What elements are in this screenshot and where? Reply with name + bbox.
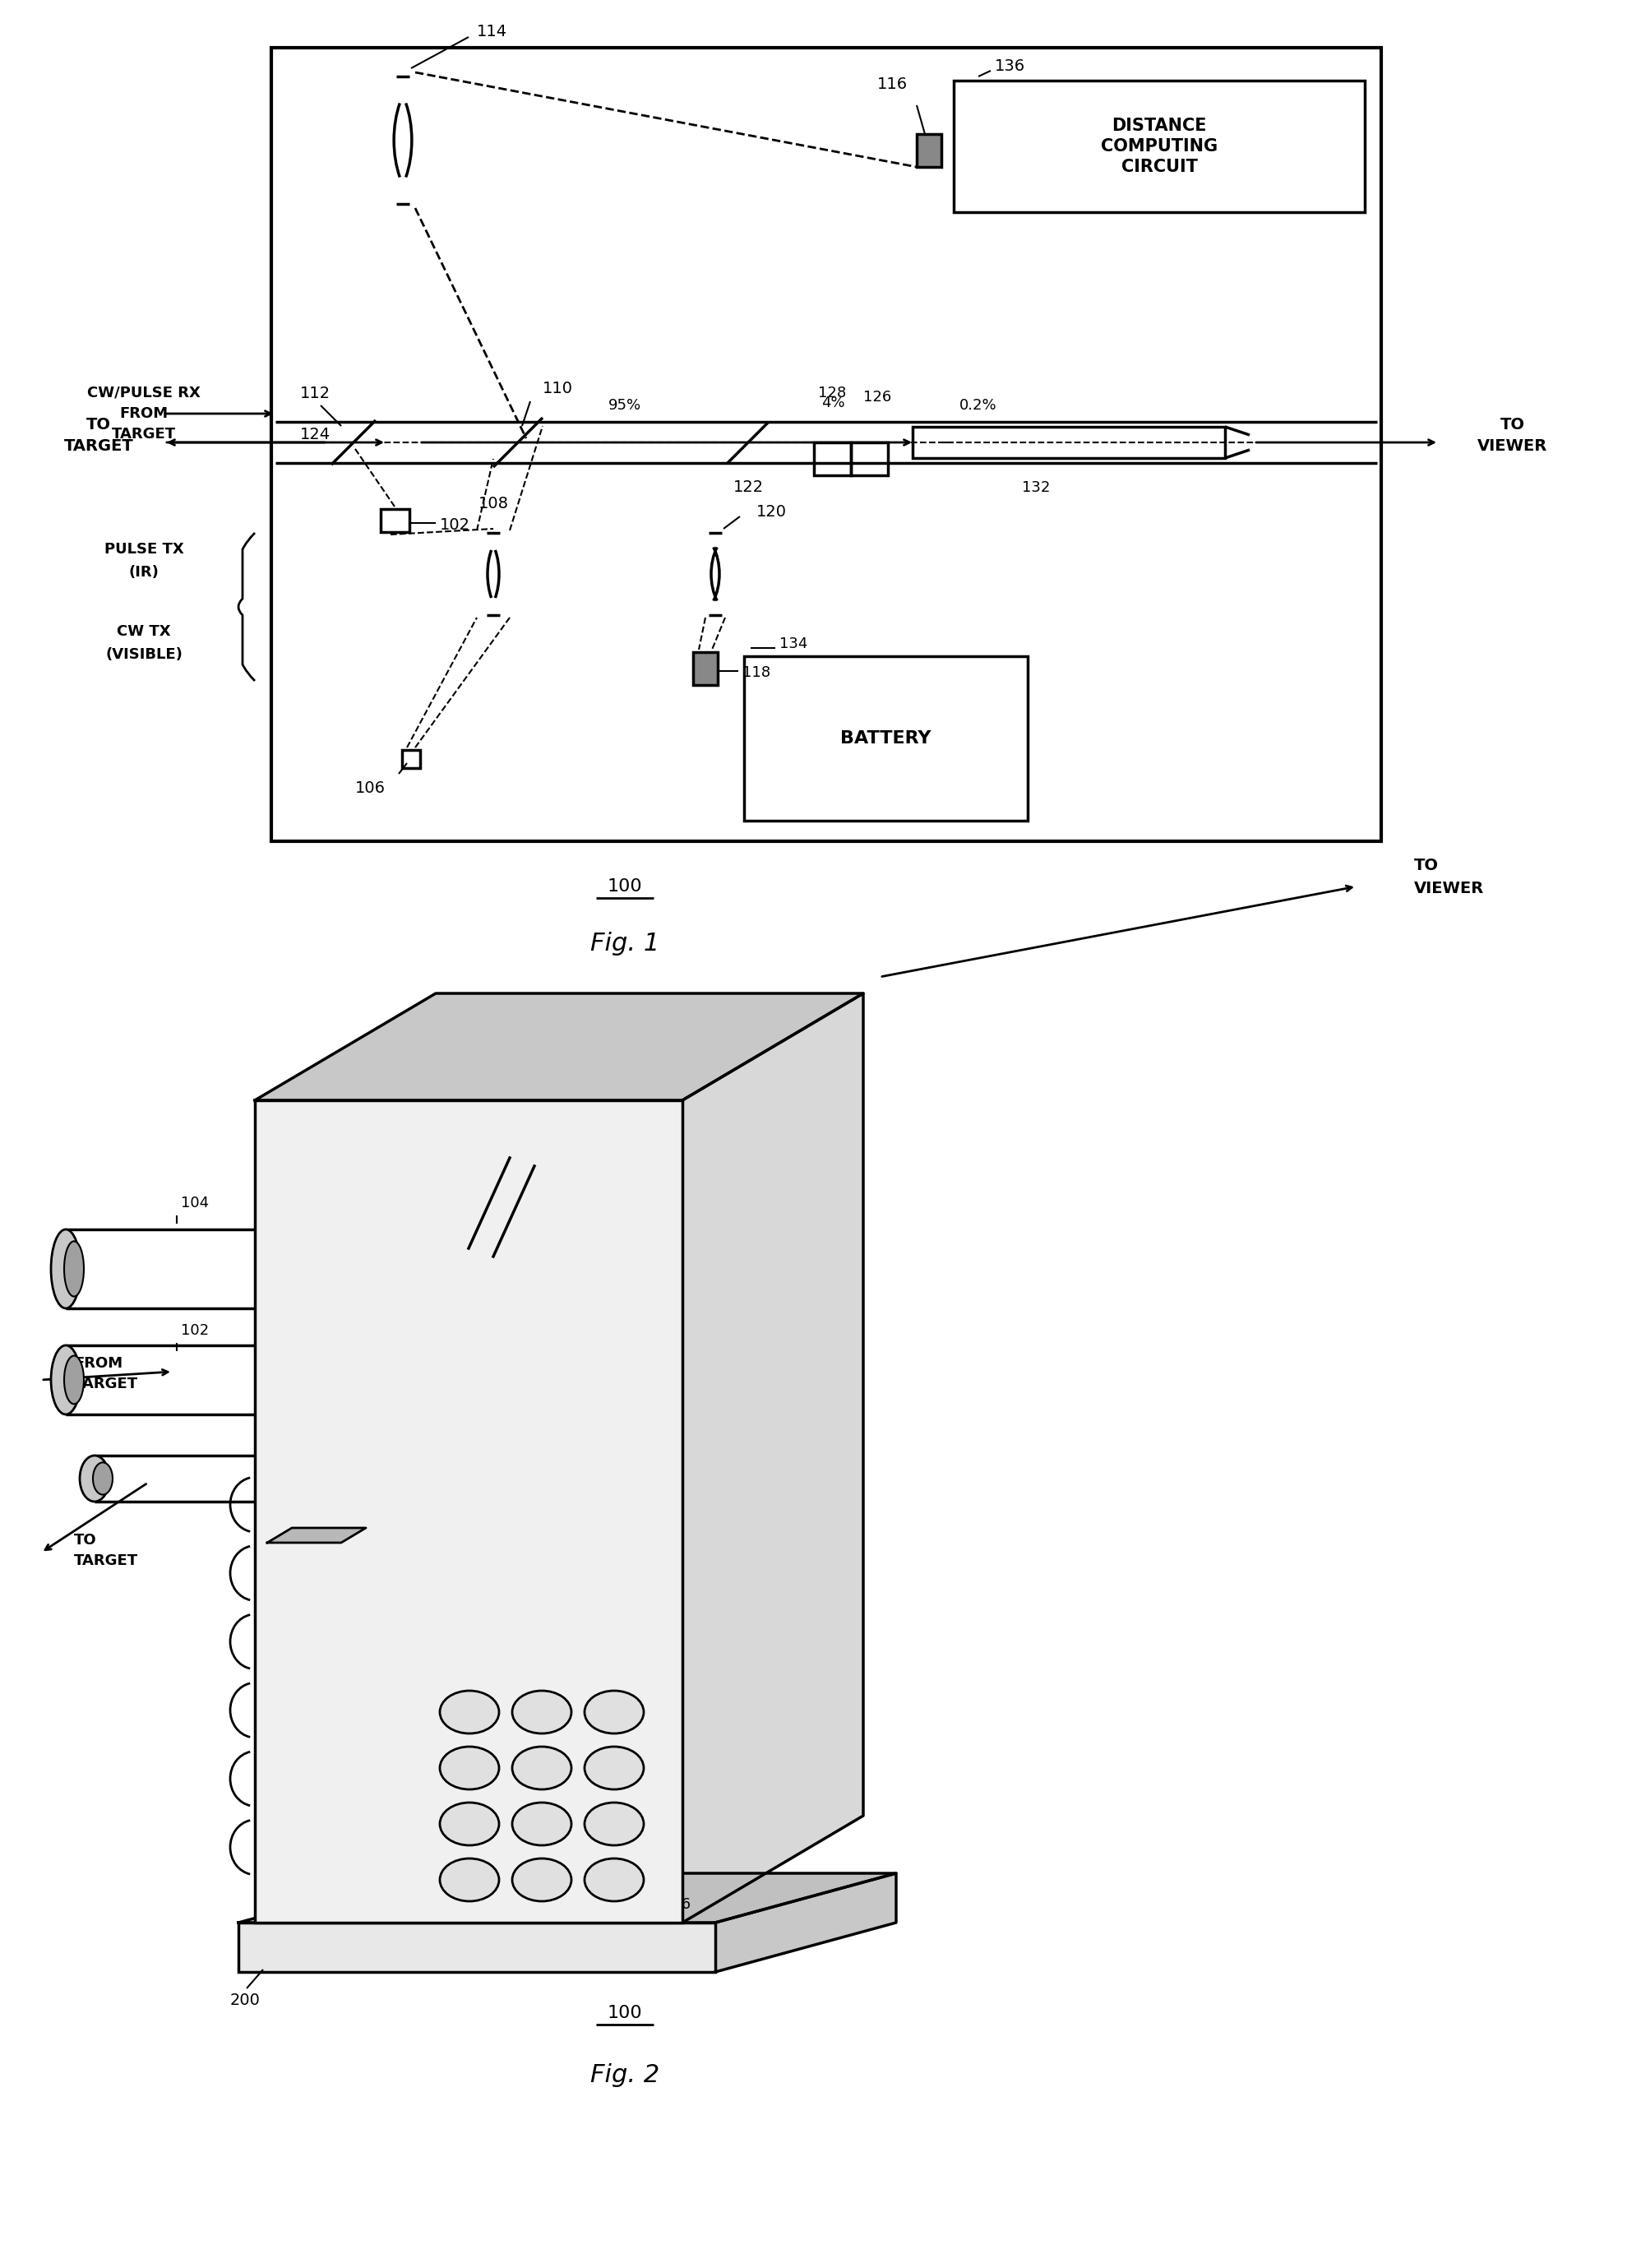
Text: VIEWER: VIEWER (1477, 438, 1547, 454)
Ellipse shape (80, 1456, 110, 1501)
Text: VIEWER: VIEWER (1415, 880, 1483, 896)
Ellipse shape (512, 1746, 571, 1789)
Ellipse shape (440, 1690, 499, 1733)
Text: TARGET: TARGET (74, 1377, 138, 1390)
Text: (IR): (IR) (128, 565, 159, 581)
Ellipse shape (440, 1857, 499, 1901)
Text: 116: 116 (876, 77, 907, 93)
Polygon shape (683, 993, 863, 1923)
Ellipse shape (512, 1803, 571, 1846)
Text: 136: 136 (994, 59, 1026, 73)
Text: 112: 112 (300, 386, 330, 401)
Text: 202: 202 (290, 1594, 318, 1610)
Ellipse shape (512, 1690, 571, 1733)
Bar (381, 508, 409, 533)
Ellipse shape (440, 1803, 499, 1846)
Text: TO: TO (1415, 857, 1439, 873)
Text: 100: 100 (607, 2005, 642, 2021)
Text: 0.2%: 0.2% (960, 397, 998, 413)
Text: 134: 134 (779, 637, 807, 651)
Text: TO: TO (87, 417, 112, 433)
Text: 122: 122 (734, 481, 763, 494)
Bar (912, 426, 1224, 458)
Bar (814, 442, 852, 476)
Ellipse shape (94, 1463, 113, 1495)
Text: 4%: 4% (820, 395, 845, 411)
Bar (693, 653, 717, 685)
Text: 118: 118 (742, 665, 771, 680)
Ellipse shape (584, 1690, 643, 1733)
Text: 108: 108 (478, 497, 509, 513)
Text: 102: 102 (181, 1322, 208, 1338)
Polygon shape (238, 1873, 896, 1923)
Bar (852, 442, 888, 476)
Text: 204: 204 (412, 1105, 440, 1120)
Text: Fig. 1: Fig. 1 (591, 932, 660, 957)
Text: DISTANCE: DISTANCE (1111, 118, 1206, 134)
Text: TO: TO (1500, 417, 1524, 433)
Text: Fig. 2: Fig. 2 (591, 2064, 660, 2087)
Text: 200: 200 (230, 1994, 261, 2009)
Text: FROM: FROM (120, 406, 167, 422)
Bar (402, 751, 420, 769)
Text: TARGET: TARGET (112, 426, 176, 442)
Text: CW/PULSE RX: CW/PULSE RX (87, 386, 200, 401)
Text: PULSE TX: PULSE TX (103, 542, 184, 556)
Bar (271, 48, 1382, 841)
Ellipse shape (584, 1857, 643, 1901)
Text: 124: 124 (300, 426, 330, 442)
Bar (917, 134, 942, 168)
Ellipse shape (64, 1356, 84, 1404)
Text: CW TX: CW TX (117, 624, 171, 640)
Ellipse shape (64, 1241, 84, 1297)
Polygon shape (715, 1873, 896, 1971)
Ellipse shape (584, 1746, 643, 1789)
Text: TARGET: TARGET (74, 1554, 138, 1567)
Text: 110: 110 (543, 381, 573, 397)
Ellipse shape (51, 1345, 80, 1415)
Bar (743, 655, 1027, 821)
Text: TARGET: TARGET (64, 438, 133, 454)
Text: CIRCUIT: CIRCUIT (1121, 159, 1198, 175)
Text: 106: 106 (354, 780, 386, 796)
Text: 124: 124 (266, 1458, 294, 1474)
Ellipse shape (584, 1803, 643, 1846)
Bar (953, 82, 1365, 213)
Ellipse shape (440, 1746, 499, 1789)
Text: FROM: FROM (74, 1356, 123, 1370)
Text: COMPUTING: COMPUTING (1101, 138, 1218, 154)
Bar (437, 1134, 658, 1281)
Polygon shape (267, 1529, 366, 1542)
Polygon shape (254, 993, 863, 1100)
Bar (254, 1100, 683, 1923)
Text: 95%: 95% (609, 397, 642, 413)
Text: (VISIBLE): (VISIBLE) (105, 646, 182, 662)
Text: 114: 114 (478, 23, 507, 39)
Text: 104: 104 (181, 1195, 208, 1211)
Text: 100: 100 (607, 878, 642, 894)
Text: 128: 128 (817, 386, 847, 401)
Text: BATTERY: BATTERY (840, 730, 930, 746)
Text: 126: 126 (863, 390, 891, 404)
Bar (238, 1923, 715, 1971)
Bar (267, 1542, 341, 1576)
Text: 206: 206 (663, 1896, 691, 1912)
Text: 102: 102 (440, 517, 471, 533)
Ellipse shape (51, 1229, 80, 1309)
Text: 120: 120 (757, 503, 786, 519)
Text: TO: TO (74, 1533, 97, 1547)
Text: 132: 132 (1022, 481, 1050, 494)
Ellipse shape (512, 1857, 571, 1901)
